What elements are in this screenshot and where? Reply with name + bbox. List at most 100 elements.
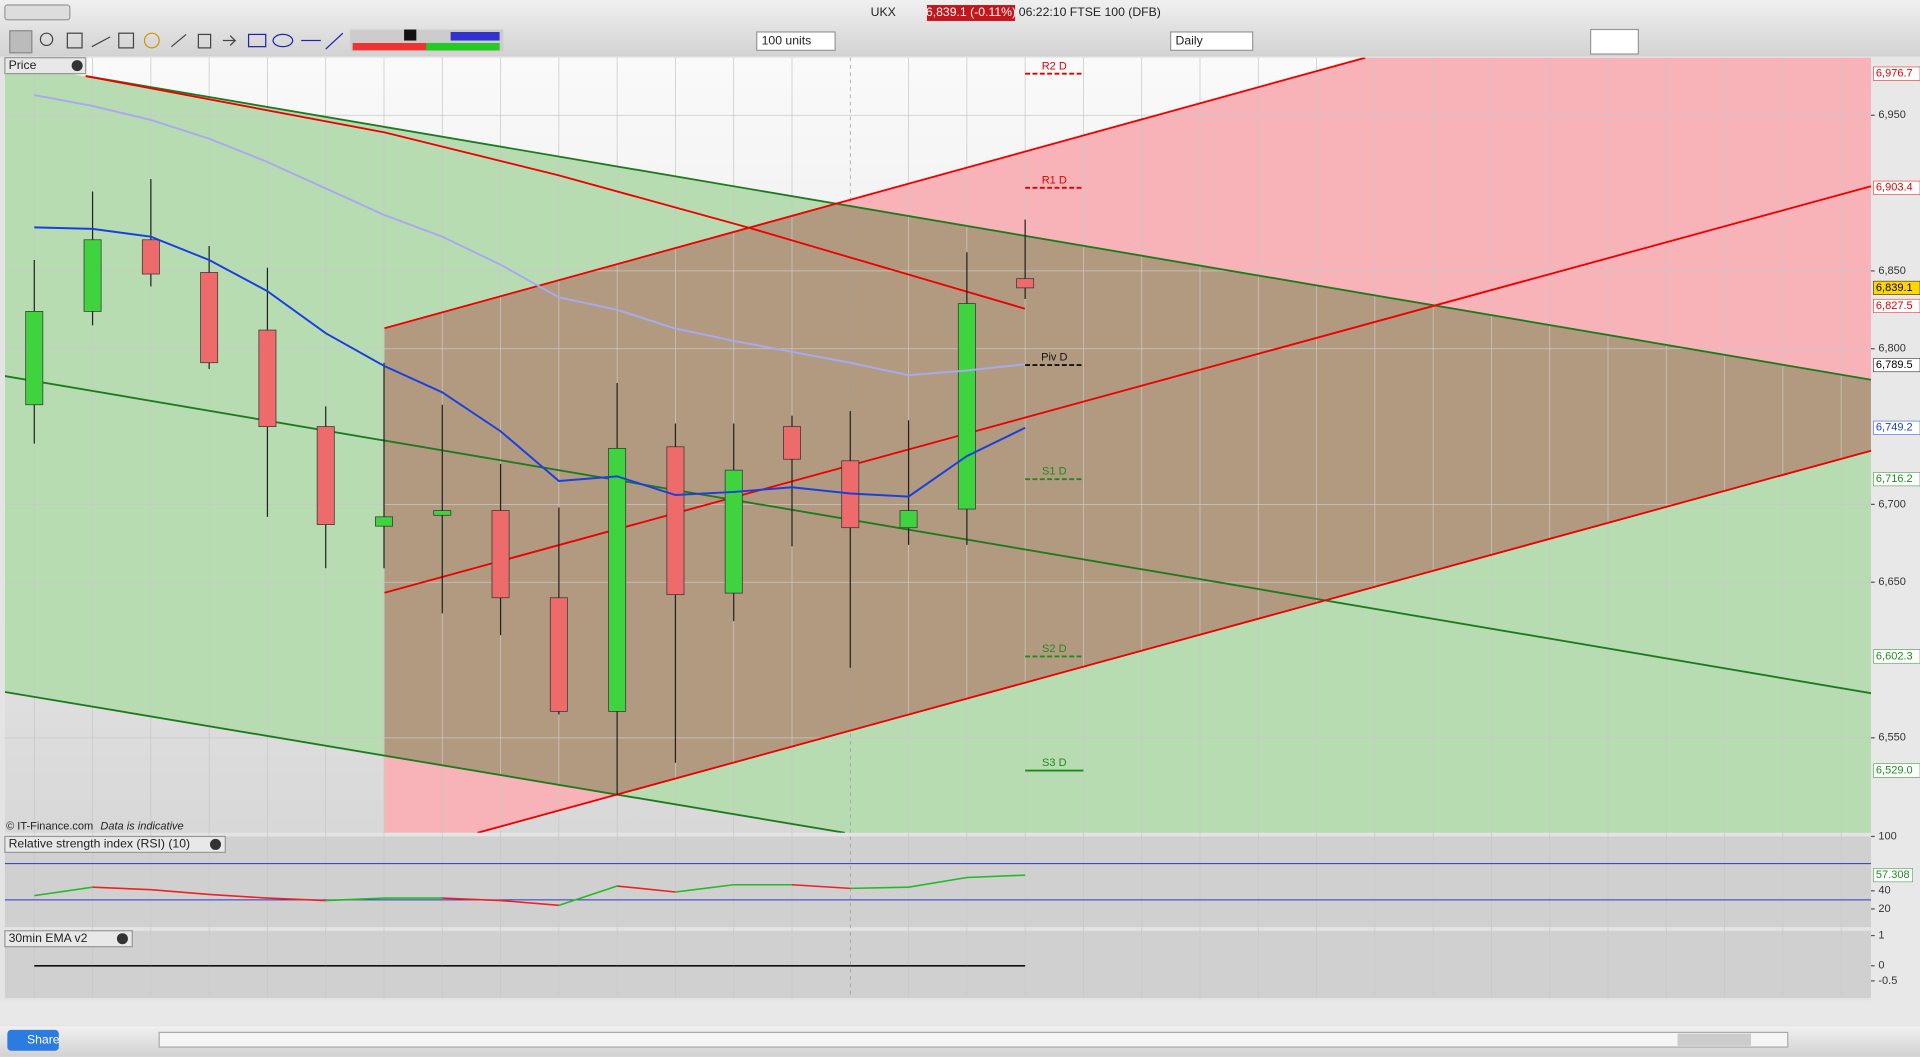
candle-body [258, 329, 277, 427]
red-channel [384, 57, 1872, 833]
rect-tool[interactable] [247, 33, 267, 48]
indicator-line [209, 893, 268, 899]
panel-header [4, 57, 87, 75]
scroll-thumb[interactable] [1677, 1033, 1752, 1046]
tool[interactable] [222, 35, 237, 46]
tool[interactable] [171, 33, 187, 48]
alert-tool[interactable] [143, 32, 160, 49]
disclaimer: Data is indicative [100, 821, 183, 833]
indicator-line [675, 883, 734, 893]
y-tick-label: 6,800 [1878, 343, 1906, 355]
indicator-line [150, 888, 210, 896]
candle-body [83, 239, 102, 312]
pivot-label: S3 D [1042, 757, 1067, 769]
price-marker-label: 6,749.2 [1876, 422, 1913, 434]
panel-title: 30min EMA v2 [9, 931, 88, 945]
pivot-label: S2 D [1042, 643, 1067, 655]
close-panel[interactable] [116, 933, 128, 945]
price-marker [1873, 763, 1920, 778]
zoom-tool[interactable] [39, 32, 54, 47]
panel-title: Relative strength index (RSI) (10) [9, 837, 191, 851]
panel-header [4, 930, 133, 948]
scrollbar[interactable] [158, 1031, 1789, 1048]
candle-body [549, 597, 568, 712]
close-panel[interactable] [210, 838, 222, 850]
delete-tool[interactable] [197, 33, 212, 49]
candle-body [783, 426, 801, 460]
candle-body [491, 510, 510, 599]
candle-body [141, 239, 160, 275]
price-marker-label: 6,976.7 [1876, 68, 1913, 80]
window-controls[interactable] [4, 4, 71, 21]
indicator-line [617, 885, 676, 893]
trend-line [384, 185, 1872, 594]
indicator-line [908, 876, 967, 888]
tool[interactable] [66, 32, 83, 49]
indicator-line [325, 897, 385, 902]
close-panel[interactable] [71, 60, 83, 72]
ema-plot-background [4, 930, 1872, 999]
right-axis [1871, 57, 1920, 1026]
pivot-label: R1 D [1042, 174, 1067, 186]
share-button[interactable] [7, 1029, 59, 1051]
candle-body [25, 311, 44, 406]
price-marker [1873, 420, 1920, 435]
ellipse-tool[interactable] [272, 33, 294, 48]
toolbar-icons [9, 30, 344, 54]
marks: R2 D R1 D Piv D S1 D S2 D S3 D [25, 60, 1084, 967]
price-marker [1873, 649, 1920, 664]
price-marker [1873, 66, 1920, 81]
value-marker-label: 57.308 [1876, 869, 1910, 881]
chart-type-button[interactable] [1590, 28, 1639, 55]
trend-line [477, 449, 1872, 833]
pivot-label: S1 D [1042, 466, 1067, 478]
candle-body [666, 446, 685, 596]
candle-body [957, 303, 976, 510]
indicator-line [966, 874, 1026, 879]
swatch[interactable] [404, 29, 417, 41]
price-marker [1873, 298, 1920, 313]
symbol: UKX [871, 5, 896, 19]
candle-body [375, 516, 393, 527]
y-tick-label: 20 [1878, 903, 1890, 915]
price-marker-label: 6,716.2 [1876, 473, 1913, 485]
swatch[interactable] [450, 31, 500, 41]
price-marker-label: 6,529.0 [1876, 764, 1913, 776]
indicator-line [442, 897, 501, 902]
tool[interactable] [91, 36, 111, 48]
price-marker [1873, 472, 1920, 487]
instrument-info: 06:22:10 FTSE 100 (DFB) [1019, 5, 1161, 19]
price-marker-label: 6,903.4 [1876, 182, 1913, 194]
text-tool[interactable] [118, 32, 135, 49]
indicator-line [34, 886, 93, 897]
candle-body [200, 272, 219, 364]
moving-average [34, 226, 1026, 498]
y-tick-label: 40 [1878, 885, 1890, 897]
price-marker-label: 6,827.5 [1876, 300, 1913, 312]
indicator-line [791, 883, 851, 890]
pivot-label: R2 D [1042, 60, 1067, 72]
x-axis [0, 1000, 1920, 1026]
units-value: 100 units [762, 33, 812, 47]
candle-body [433, 510, 452, 516]
y-tick-label: 6,550 [1878, 732, 1906, 744]
trend-line [4, 375, 1872, 695]
select-tool[interactable] [9, 30, 33, 54]
y-tick-label: 6,700 [1878, 498, 1906, 510]
price-change: 6,839.1 (-0.11%) [926, 5, 1016, 19]
interval-dropdown[interactable] [1170, 31, 1254, 51]
pivot-label: Piv D [1041, 352, 1067, 364]
units-dropdown[interactable] [756, 31, 836, 51]
swatch[interactable] [426, 42, 500, 51]
panel-title: Price [9, 58, 37, 72]
y-tick-label: 0 [1878, 960, 1884, 972]
y-tick-label: 1 [1878, 929, 1884, 941]
y-tick-label: 6,850 [1878, 265, 1906, 277]
trendline-tool[interactable] [325, 32, 344, 50]
trend-line [384, 57, 1366, 330]
price-marker [1873, 280, 1920, 295]
interval-value: Daily [1176, 33, 1204, 47]
candle-body [724, 469, 743, 594]
